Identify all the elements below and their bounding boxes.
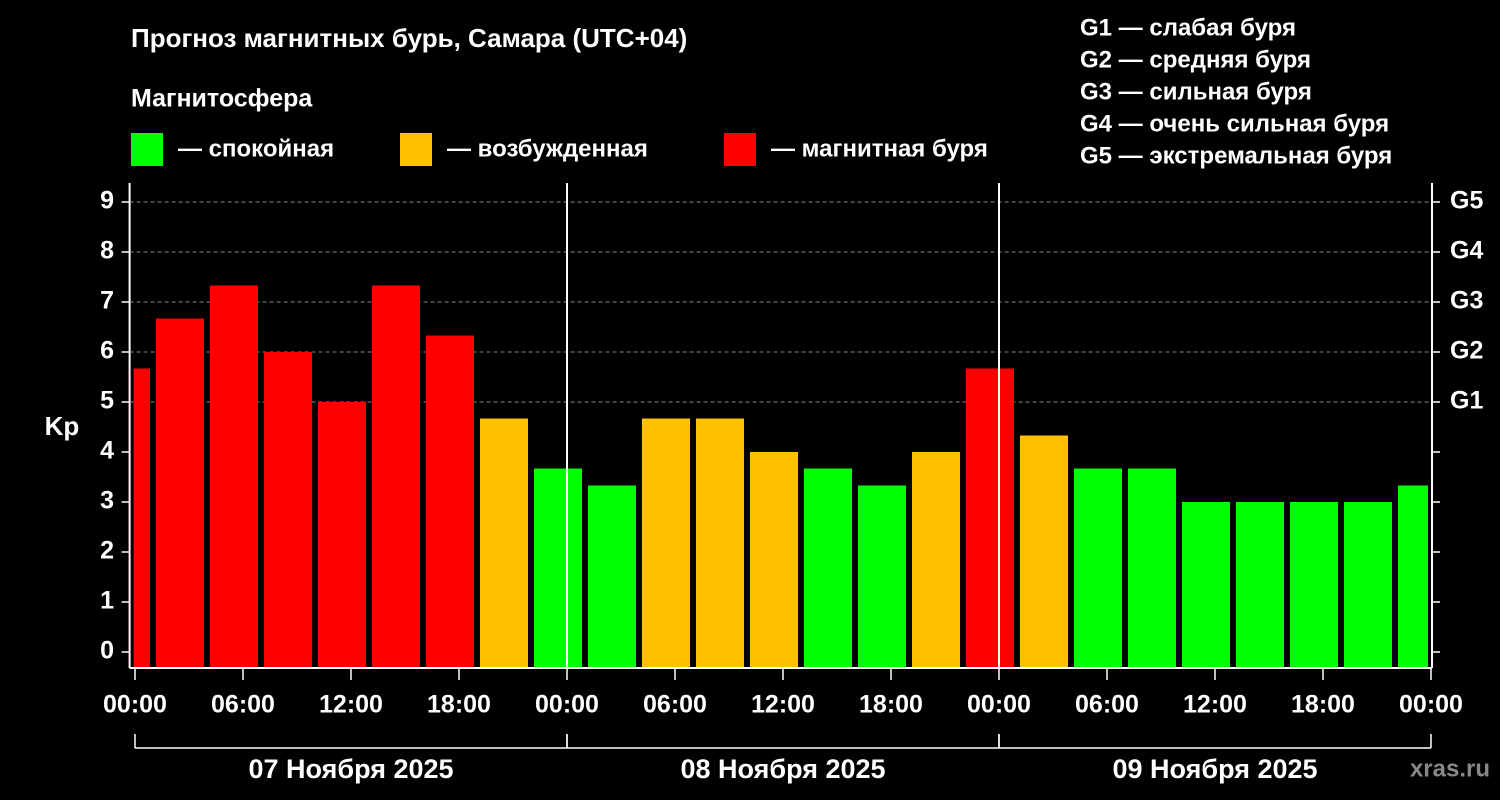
bar — [371, 285, 421, 668]
y2-tick-label: G3 — [1450, 287, 1483, 315]
bar — [911, 452, 961, 668]
y-tick-label: 0 — [100, 637, 114, 665]
x-tick-label: 06:00 — [1075, 691, 1139, 719]
legend-swatch — [400, 133, 432, 166]
y-tick-label: 6 — [100, 337, 114, 365]
y-tick-label: 3 — [100, 487, 114, 515]
bar — [479, 418, 529, 668]
y2-tick-label: G5 — [1450, 187, 1483, 215]
bar — [695, 418, 745, 668]
bar — [1019, 435, 1069, 668]
day-label: 07 Ноября 2025 — [248, 754, 453, 784]
bar — [1397, 485, 1428, 668]
g-scale-entry: G1 — слабая буря — [1080, 14, 1296, 41]
bar — [533, 468, 583, 668]
bar — [425, 335, 475, 668]
bar — [803, 468, 853, 668]
bar — [317, 402, 367, 668]
y-tick-label: 4 — [100, 437, 114, 465]
g-scale-entry: G2 — средняя буря — [1080, 46, 1311, 73]
x-tick-label: 00:00 — [103, 691, 167, 719]
x-tick-label: 00:00 — [1399, 691, 1463, 719]
g-scale-entry: G3 — сильная буря — [1080, 78, 1312, 105]
x-tick-label: 12:00 — [319, 691, 383, 719]
y-tick-label: 2 — [100, 537, 114, 565]
bar — [1289, 502, 1339, 668]
bar — [1235, 502, 1285, 668]
bar — [209, 285, 259, 668]
x-tick-label: 06:00 — [643, 691, 707, 719]
bar — [965, 368, 1015, 668]
bar — [641, 418, 691, 668]
bar — [133, 368, 151, 668]
day-label: 09 Ноября 2025 — [1112, 754, 1317, 784]
x-tick-label: 00:00 — [967, 691, 1031, 719]
bar — [1127, 468, 1177, 668]
y-tick-label: 5 — [100, 387, 114, 415]
bar — [857, 485, 907, 668]
chart-subtitle: Магнитосфера — [131, 85, 313, 113]
x-tick-label: 18:00 — [859, 691, 923, 719]
bar — [1181, 502, 1231, 668]
y-tick-label: 9 — [100, 187, 114, 215]
x-tick-label: 00:00 — [535, 691, 599, 719]
legend-label: — возбужденная — [447, 135, 648, 162]
bar — [749, 452, 799, 668]
bar — [1073, 468, 1123, 668]
bar — [263, 352, 313, 668]
g-scale-entry: G4 — очень сильная буря — [1080, 110, 1389, 137]
x-tick-label: 18:00 — [427, 691, 491, 719]
legend-label: — спокойная — [178, 135, 334, 162]
legend-swatch — [131, 133, 163, 166]
y-axis-label: Kp — [45, 411, 80, 441]
x-tick-label: 12:00 — [1183, 691, 1247, 719]
bar — [587, 485, 637, 668]
chart-title: Прогноз магнитных бурь, Самара (UTC+04) — [131, 23, 687, 53]
x-tick-label: 12:00 — [751, 691, 815, 719]
g-scale-entry: G5 — экстремальная буря — [1080, 142, 1392, 169]
y2-tick-label: G2 — [1450, 337, 1483, 365]
x-tick-label: 06:00 — [211, 691, 275, 719]
y2-tick-label: G4 — [1450, 237, 1483, 265]
x-tick-label: 18:00 — [1291, 691, 1355, 719]
source: xras.ru — [1410, 755, 1490, 782]
bar — [155, 318, 205, 668]
y2-tick-label: G1 — [1450, 387, 1483, 415]
bar — [1343, 502, 1393, 668]
y-tick-label: 1 — [100, 587, 114, 615]
y-tick-label: 8 — [100, 237, 114, 265]
day-label: 08 Ноября 2025 — [680, 754, 885, 784]
legend-label: — магнитная буря — [771, 135, 988, 162]
y-tick-label: 7 — [100, 287, 114, 315]
legend-swatch — [724, 133, 756, 166]
